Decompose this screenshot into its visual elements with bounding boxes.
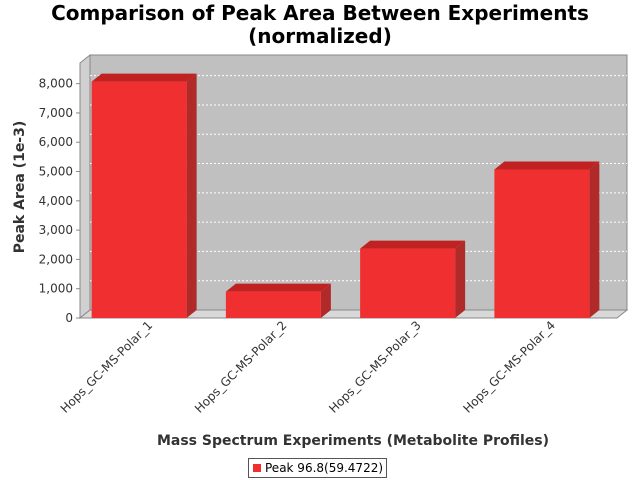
x-tick-label: Hops_GC-MS-Polar_1 [58,318,156,416]
y-tick-label: 5,000 [39,165,73,179]
chart-title: Comparison of Peak Area Between Experime… [0,2,640,48]
plot-side-wall [79,53,91,320]
y-tick-label: 8,000 [39,77,73,91]
legend: Peak 96.8(59.4722) [248,458,388,478]
bar-front [91,81,187,319]
bar-top [91,73,197,82]
x-tick-label: Hops_GC-MS-Polar_4 [460,318,558,416]
y-tick-label: 3,000 [39,223,73,237]
bar-side [455,240,466,318]
bar-top [494,161,600,170]
y-tick-label: 4,000 [39,194,73,208]
legend-swatch [253,464,261,472]
bar-front [225,291,321,318]
y-tick-label: 7,000 [39,106,73,120]
y-tick-label: 1,000 [39,282,73,296]
bar-top [225,283,331,292]
legend-label: Peak 96.8(59.4722) [265,461,384,475]
x-tick-label: Hops_GC-MS-Polar_3 [326,318,424,416]
chart-title-line-1: Comparison of Peak Area Between Experime… [51,1,589,25]
bar-side [320,283,331,318]
bar [494,161,600,318]
x-tick-label: Hops_GC-MS-Polar_2 [192,318,290,416]
bars [91,73,600,319]
bar [360,240,466,318]
y-tick-label: 0 [65,311,73,325]
x-axis: Hops_GC-MS-Polar_1 Hops_GC-MS-Polar_2 Hops… [58,318,558,416]
bar [225,283,331,318]
bar [91,73,197,319]
bar-front [360,248,456,318]
y-axis-title: Peak Area (1e-3) [12,121,28,254]
x-axis-title: Mass Spectrum Experiments (Metabolite Pr… [157,433,549,449]
y-tick-label: 2,000 [39,252,73,266]
bar-side [186,73,197,319]
bar-top [360,240,466,249]
chart-title-line-2: (normalized) [248,24,392,48]
y-tick-label: 6,000 [39,135,73,149]
bar-front [494,169,590,318]
bar-side [589,161,600,318]
y-axis: 0 1,000 2,000 3,000 4,000 5,000 6,000 7,000 8,00… [39,63,81,325]
